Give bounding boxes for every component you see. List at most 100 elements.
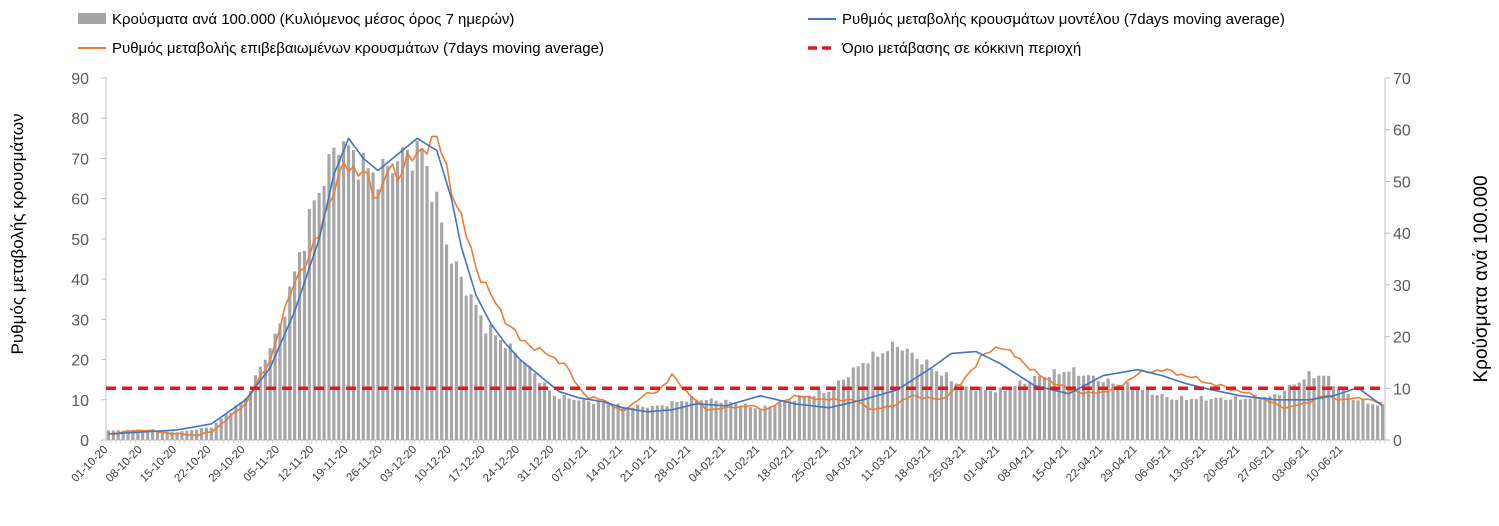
x-tick-label: 10-12-20 (413, 444, 454, 485)
cases-bar (435, 191, 439, 440)
x-tick-labels: 01-10-2008-10-2015-10-2022-10-2029-10-20… (70, 444, 1346, 485)
cases-bar (1111, 383, 1115, 440)
x-tick-label: 03-06-21 (1270, 444, 1311, 485)
cases-bar (910, 352, 914, 440)
cases-bar (587, 401, 591, 440)
cases-bar (1150, 394, 1154, 440)
cases-bar (939, 375, 944, 440)
cases-bar (474, 304, 478, 440)
cases-bar (533, 373, 537, 440)
cases-bar (1018, 380, 1022, 440)
y-left-tick-label: 40 (71, 272, 89, 289)
cases-bar (930, 368, 934, 440)
cases-bar (258, 366, 262, 440)
cases-bar (219, 418, 223, 440)
cases-bar (724, 399, 728, 440)
cases-bar (1145, 388, 1149, 440)
cases-bar (675, 402, 679, 440)
cases-bar (425, 165, 429, 440)
cases-bar (293, 271, 297, 440)
cases-bar (685, 401, 689, 440)
cases-bar (807, 395, 811, 440)
cases-bar (729, 402, 733, 440)
cases-bar (1219, 397, 1223, 440)
cases-bar (797, 395, 801, 440)
cases-bar (283, 316, 287, 440)
cases-bar (1317, 375, 1321, 440)
x-tick-label: 04-03-21 (824, 444, 865, 485)
cases-bar (778, 402, 782, 440)
cases-bar (920, 364, 924, 440)
cases-bar (224, 414, 228, 440)
y-right-tick-label: 20 (1393, 330, 1411, 347)
cases-bar (209, 427, 213, 440)
y-left-tick-label: 90 (71, 71, 89, 88)
cases-bar (332, 147, 336, 440)
cases-bar (944, 372, 948, 440)
cases-bar (136, 430, 140, 440)
cases-bar (400, 147, 405, 440)
cases-bar (307, 209, 311, 440)
cases-bar (851, 367, 855, 440)
cases-bar (881, 353, 885, 440)
cases-bar (670, 401, 674, 440)
cases-bar (170, 431, 174, 440)
y-left-tick-label: 20 (71, 353, 89, 370)
cases-bar (366, 168, 370, 440)
legend: Κρούσματα ανά 100.000 (Κυλιόμενος μέσος … (78, 11, 1285, 57)
cases-bar (391, 173, 395, 440)
cases-bar (641, 406, 645, 440)
cases-bar (768, 406, 772, 440)
x-tick-label: 29-10-20 (207, 444, 248, 485)
cases-bar (1023, 383, 1027, 440)
cases-bar (1037, 376, 1042, 440)
x-tick-label: 19-11-20 (310, 444, 350, 484)
x-tick-label: 28-01-21 (653, 444, 694, 485)
cases-bar (479, 315, 483, 440)
cases-bar (900, 350, 904, 440)
cases-bar (150, 430, 155, 440)
cases-bar (753, 408, 757, 440)
cases-bar (126, 429, 130, 440)
cases-bar (1121, 386, 1125, 440)
cases-bar (508, 343, 512, 440)
cases-bar (146, 429, 150, 440)
cases-bar (381, 158, 385, 440)
cases-bar (1224, 400, 1228, 440)
cases-bars (106, 140, 1385, 441)
cases-bar (405, 149, 409, 440)
cases-bar (469, 294, 473, 440)
cases-bar (484, 333, 488, 440)
cases-bar (655, 405, 659, 440)
cases-bar (410, 170, 414, 441)
cases-bar (1052, 369, 1056, 440)
cases-bar (312, 200, 316, 440)
cases-bar (856, 366, 860, 440)
cases-bar (739, 406, 743, 440)
cases-bar (567, 398, 571, 440)
cases-bar (714, 400, 718, 440)
x-tick-label: 01-04-21 (961, 444, 1002, 485)
cases-bar (327, 154, 331, 440)
cases-bar (876, 356, 880, 440)
cases-bar (690, 395, 694, 440)
x-tick-label: 03-12-20 (378, 444, 419, 485)
x-tick-label: 12-11-20 (276, 444, 316, 484)
cases-bar (1292, 384, 1296, 440)
cases-bar (758, 409, 762, 440)
cases-bar (1233, 396, 1238, 440)
cases-bar (1341, 389, 1345, 440)
cases-bar (1184, 400, 1189, 440)
cases-bar (871, 351, 875, 440)
cases-bar (822, 393, 826, 440)
cases-bar (1091, 375, 1095, 440)
cases-bar (601, 402, 605, 440)
cases-bar (1356, 400, 1360, 440)
cases-bar (650, 405, 654, 440)
cases-bar (988, 390, 993, 440)
x-tick-label: 27-05-21 (1236, 444, 1277, 485)
cases-bar (905, 348, 909, 440)
cases-bar (454, 261, 458, 440)
cases-bar (925, 359, 929, 440)
cases-bar (141, 429, 145, 440)
